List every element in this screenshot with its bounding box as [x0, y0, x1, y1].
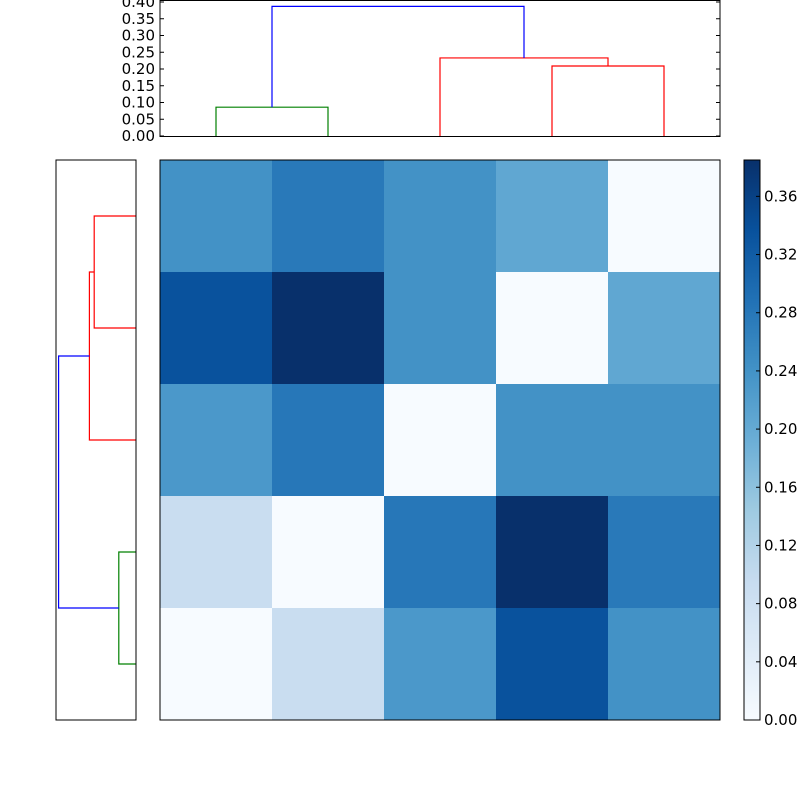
colorbar-tick-label: 0.12 [764, 536, 797, 554]
dendrogram-link [88, 271, 136, 441]
heatmap-cell [160, 272, 273, 385]
y-tick-label: 0.10 [122, 94, 155, 112]
left-dendrogram [55, 159, 137, 721]
colorbar-tick-label: 0.20 [764, 420, 797, 438]
dendrogram-link [118, 551, 136, 665]
axes-frame [159, 159, 721, 721]
y-tick-label: 0.15 [122, 77, 155, 95]
y-tick-label: 0.40 [122, 0, 155, 11]
dendrogram-link [57, 355, 119, 609]
heatmap-cell [496, 384, 609, 497]
colorbar-gradient [743, 159, 761, 721]
dendrogram-link [551, 65, 665, 136]
heatmap-cell [272, 384, 385, 497]
colorbar-tick-label: 0.32 [764, 246, 797, 264]
heatmap-cell [608, 496, 721, 609]
heatmap-cell [496, 608, 609, 721]
colorbar-tick-label: 0.08 [764, 595, 797, 613]
heatmap-cell [272, 272, 385, 385]
dendrogram-link [439, 57, 609, 136]
y-tick-label: 0.20 [122, 60, 155, 78]
heatmap-cell [272, 496, 385, 609]
heatmap-cell [160, 384, 273, 497]
colorbar-tick-label: 0.24 [764, 362, 797, 380]
colorbar-tick-label: 0.04 [764, 653, 797, 671]
colorbar: 0.00 0.04 0.08 0.12 0.16 0.20 0.24 0.28 0.32 0.36 [743, 159, 797, 729]
dendrogram-link [215, 106, 329, 136]
heatmap-cell [496, 496, 609, 609]
dendrogram-link [93, 215, 136, 329]
top-dendrogram: 0.000.050.100.150.200.250.300.350.40 [122, 0, 721, 145]
heatmap-cell [384, 608, 497, 721]
heatmap-cell [608, 272, 721, 385]
y-tick-label: 0.05 [122, 110, 155, 128]
heatmap-cell [384, 272, 497, 385]
heatmap-cell [160, 608, 273, 721]
heatmap-cell [608, 608, 721, 721]
colorbar-tick-label: 0.28 [764, 304, 797, 322]
y-tick-label: 0.00 [122, 127, 155, 145]
heatmap-cell [160, 160, 273, 273]
dendrogram-link [271, 5, 525, 108]
heatmap-cell [160, 496, 273, 609]
heatmap-cell [608, 160, 721, 273]
y-tick-label: 0.25 [122, 43, 155, 61]
heatmap-cell [608, 384, 721, 497]
heatmap-cell [496, 160, 609, 273]
axes-frame [55, 159, 137, 721]
heatmap-cell [496, 272, 609, 385]
heatmap-cell [384, 160, 497, 273]
y-tick-label: 0.35 [122, 10, 155, 28]
colorbar-tick-label: 0.00 [764, 711, 797, 729]
heatmap [159, 159, 721, 721]
heatmap-cell [272, 608, 385, 721]
heatmap-cell [272, 160, 385, 273]
y-tick-label: 0.30 [122, 27, 155, 45]
colorbar-tick-label: 0.16 [764, 478, 797, 496]
heatmap-cell [384, 496, 497, 609]
heatmap-cell [384, 384, 497, 497]
colorbar-tick-label: 0.36 [764, 187, 797, 205]
